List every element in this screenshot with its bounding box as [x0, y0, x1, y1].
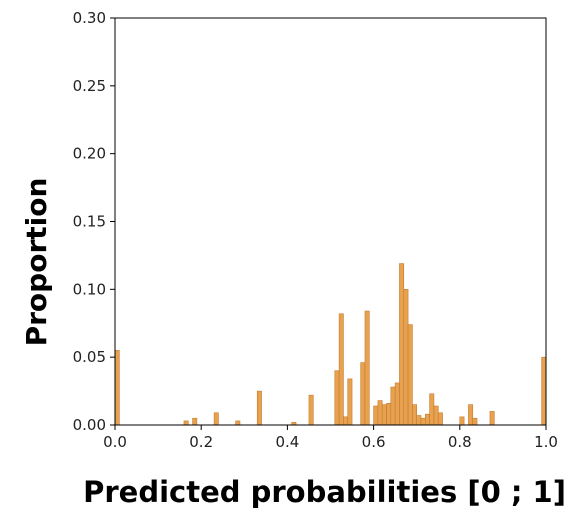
histogram-bar [425, 413, 430, 426]
y-tick-label: 0.20 [73, 145, 106, 163]
histogram-bar [541, 356, 547, 426]
x-tick-label: 1.0 [534, 433, 558, 451]
histogram-bar [412, 404, 418, 426]
x-axis-title: Predicted probabilities [0 ; 1] [83, 475, 566, 509]
histogram-bar [459, 416, 465, 426]
histogram-bar [343, 416, 349, 426]
histogram-bar [429, 393, 435, 426]
y-axis-title: Proportion [20, 178, 53, 347]
histogram-bar [403, 289, 409, 426]
histogram-bar [390, 386, 396, 426]
y-tick-label: 0.00 [73, 416, 106, 434]
y-axis: 0.00 0.05 0.10 0.15 0.20 0.25 0.30 [73, 9, 115, 434]
y-tick-label: 0.15 [73, 213, 106, 231]
histogram-bar [407, 324, 413, 426]
histogram-bar [114, 350, 120, 426]
x-tick-label: 0.2 [189, 433, 213, 451]
bars-group [114, 263, 547, 426]
histogram-bar [381, 404, 387, 426]
histogram-bar [364, 310, 370, 426]
histogram-bar [347, 378, 353, 426]
histogram-bar [192, 417, 198, 426]
y-tick-label: 0.30 [73, 9, 106, 27]
histogram-bar [377, 400, 383, 426]
histogram-bar [373, 405, 379, 426]
histogram-bar [433, 405, 439, 426]
histogram-bar [437, 412, 443, 426]
x-tick-label: 0.8 [448, 433, 472, 451]
histogram-bar [394, 382, 400, 426]
histogram-bar [235, 420, 241, 426]
plot-frame [114, 17, 547, 426]
histogram-bar [256, 390, 262, 426]
histogram-bar [308, 394, 314, 426]
histogram-bar [489, 411, 495, 426]
x-tick-label: 0.6 [362, 433, 386, 451]
histogram-bar [472, 417, 478, 426]
x-axis: 0.0 0.2 0.4 0.6 0.8 1.0 [103, 425, 558, 451]
plot-area [114, 17, 547, 426]
histogram-bar [360, 362, 366, 426]
y-tick-label: 0.25 [73, 77, 106, 95]
histogram-bar [420, 417, 426, 426]
histogram-bar [183, 420, 189, 426]
histogram-bar [468, 404, 474, 426]
histogram-bar [334, 370, 340, 426]
y-tick-label: 0.10 [73, 280, 106, 298]
y-tick-label: 0.05 [73, 348, 106, 366]
histogram-bar [213, 412, 219, 426]
histogram-bar [338, 313, 344, 426]
histogram-bar [386, 402, 392, 426]
x-tick-label: 0.0 [103, 433, 127, 451]
histogram-bar [399, 263, 405, 426]
x-tick-label: 0.4 [275, 433, 299, 451]
histogram-bar [416, 415, 422, 426]
